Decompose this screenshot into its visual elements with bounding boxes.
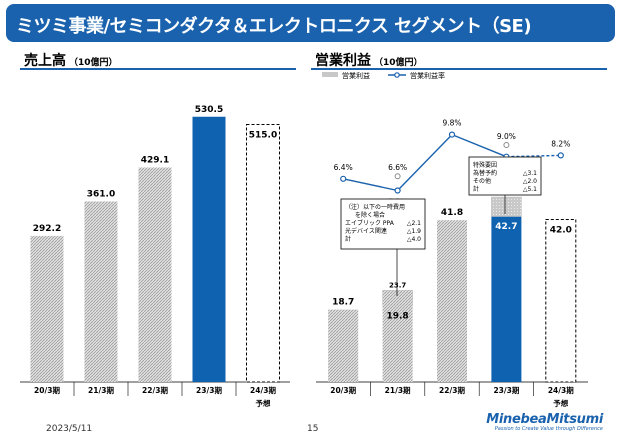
margin-adjusted-point-3 bbox=[503, 142, 510, 148]
profit-bar-adjusted-3 bbox=[491, 196, 522, 218]
sales-unit: （10億円） bbox=[69, 58, 118, 68]
note-special-row-label-0: 為替予約 bbox=[473, 169, 497, 177]
sales-category-label-4: 24/3期 bbox=[250, 385, 276, 395]
note-special-row-value-2: △5.1 bbox=[523, 186, 537, 193]
sales-category-label-3: 23/3期 bbox=[196, 385, 222, 395]
profit-bar-2 bbox=[437, 220, 467, 382]
legend-line-label: 営業利益率 bbox=[410, 71, 445, 80]
legend-line-marker bbox=[394, 72, 400, 78]
note-onetime-row-label-0: エイブリック PPA bbox=[345, 219, 395, 227]
note-special-row-label-1: その他 bbox=[473, 177, 491, 185]
note-onetime-row-label-2: 計 bbox=[345, 235, 351, 243]
margin-label-0: 6.4% bbox=[334, 163, 353, 172]
profit-bar-1 bbox=[382, 305, 413, 382]
margin-line-segment-1 bbox=[397, 134, 453, 191]
note-special-row-value-1: △2.0 bbox=[523, 178, 537, 185]
margin-line-segment-3 bbox=[506, 154, 561, 158]
note-onetime-row-value-2: △4.0 bbox=[407, 236, 421, 243]
profit-forecast-label: 予想 bbox=[553, 398, 568, 408]
sales-bar-3 bbox=[192, 116, 226, 382]
note-special-row-label-2: 計 bbox=[473, 185, 479, 193]
profit-category-label-1: 21/3期 bbox=[385, 385, 411, 395]
sales-value-label-1: 361.0 bbox=[87, 190, 115, 200]
profit-category-label-2: 22/3期 bbox=[439, 385, 465, 395]
sales-category-label-1: 21/3期 bbox=[88, 385, 114, 395]
profit-value-label-3: 42.7 bbox=[495, 222, 517, 232]
sales-category-label-2: 22/3期 bbox=[142, 385, 168, 395]
logo-tagline: Passion to Create Value through Differen… bbox=[494, 426, 603, 432]
sales-bar-0 bbox=[30, 235, 64, 382]
margin-adjusted-point-1 bbox=[394, 173, 401, 180]
sales-panel-title: 売上高 （10億円） bbox=[24, 53, 118, 69]
note-onetime-box bbox=[340, 198, 426, 250]
sales-value-label-3: 530.5 bbox=[195, 105, 223, 115]
margin-line-segment-0 bbox=[343, 178, 398, 192]
note-onetime-row-value-0: △2.1 bbox=[407, 220, 421, 227]
margin-point-1 bbox=[394, 187, 401, 194]
note-onetime-line-0: （注）以下の一時費用 bbox=[345, 203, 405, 211]
margin-label-2: 9.8% bbox=[442, 119, 461, 128]
margin-point-2 bbox=[448, 131, 456, 138]
sales-bar-1 bbox=[84, 201, 118, 382]
profit-bar-3 bbox=[491, 216, 522, 382]
sales-bar-4 bbox=[246, 124, 280, 383]
profit-panel-title: 営業利益 （10億円） bbox=[315, 53, 423, 69]
slide-title: ミツミ事業/セミコンダクタ＆エレクトロニクス セグメント（SE) bbox=[16, 16, 532, 37]
note-onetime-line-1: を除く場合 bbox=[355, 211, 385, 219]
legend-bar-swatch bbox=[322, 72, 338, 77]
profit-value-label-4: 42.0 bbox=[550, 225, 572, 235]
profit-bar-adjusted-1 bbox=[382, 290, 413, 306]
margin-point-0 bbox=[340, 175, 347, 182]
profit-unit: （10億円） bbox=[374, 58, 423, 68]
sales-value-label-0: 292.2 bbox=[33, 224, 61, 234]
profit-bar-0 bbox=[328, 309, 359, 382]
profit-value-label-2: 41.8 bbox=[441, 208, 463, 218]
company-logo: MinebeaMitsumi Passion to Create Value t… bbox=[486, 413, 603, 433]
slide-header: ミツミ事業/セミコンダクタ＆エレクトロニクス セグメント（SE) bbox=[6, 4, 615, 42]
margin-line-segment-2 bbox=[451, 133, 507, 158]
sales-forecast-label: 予想 bbox=[256, 398, 271, 408]
profit-category-label-0: 20/3期 bbox=[330, 385, 356, 395]
profit-category-label-3: 23/3期 bbox=[493, 385, 519, 395]
margin-label-4: 8.2% bbox=[551, 139, 570, 148]
logo-name: MinebeaMitsumi bbox=[486, 412, 603, 427]
profit-value-label-0: 18.7 bbox=[332, 298, 354, 308]
sales-title-rule bbox=[20, 68, 296, 70]
profit-value-label-1: 19.8 bbox=[386, 311, 408, 321]
profit-adjusted-label-1: 23.7 bbox=[389, 281, 406, 289]
note-onetime-row-label-1: 光デバイス関連 bbox=[345, 227, 387, 235]
profit-category-label-4: 24/3期 bbox=[548, 385, 574, 395]
sales-value-label-2: 429.1 bbox=[141, 155, 169, 165]
sales-value-label-4: 515.0 bbox=[249, 131, 277, 141]
footer-date: 2023/5/11 bbox=[46, 424, 93, 434]
sales-bar-2 bbox=[138, 167, 172, 382]
margin-adjusted-label-3: 9.0% bbox=[497, 132, 516, 141]
legend-bar-label: 営業利益 bbox=[342, 71, 370, 80]
margin-adjusted-label-1: 6.6% bbox=[388, 163, 407, 172]
page-number: 15 bbox=[307, 424, 319, 434]
note-special-row-value-0: △3.1 bbox=[523, 170, 537, 177]
note-onetime-row-value-1: △1.9 bbox=[407, 228, 421, 235]
note-special-line-0: 特殊要因 bbox=[473, 161, 497, 169]
profit-bar-4 bbox=[545, 218, 577, 383]
sales-category-label-0: 20/3期 bbox=[34, 385, 60, 395]
profit-title-rule bbox=[311, 68, 607, 70]
margin-point-4 bbox=[557, 152, 564, 159]
